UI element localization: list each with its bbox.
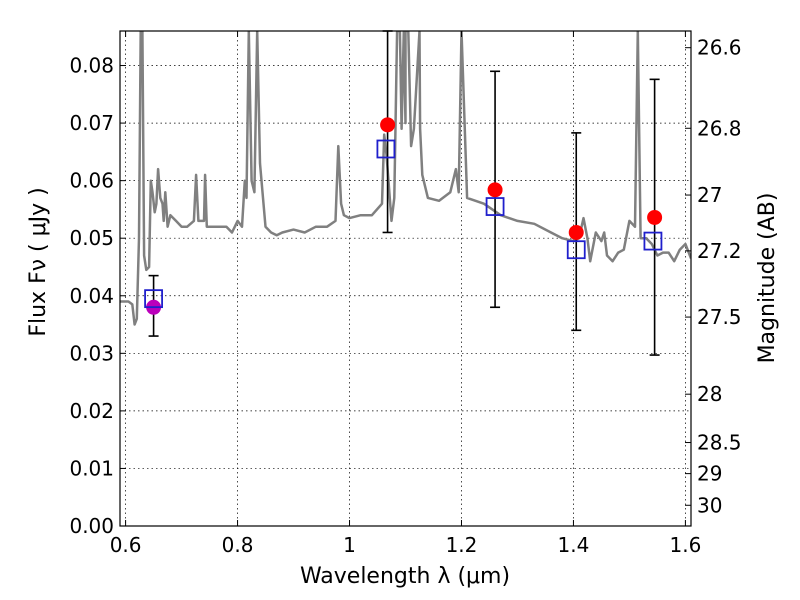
right-tick-label: 28 [697, 382, 722, 406]
right-tick-label: 27.2 [697, 239, 742, 263]
y-tick-label: 0.08 [69, 54, 114, 78]
x-tick-label: 1.6 [669, 533, 701, 557]
right-tick-label: 28.5 [697, 431, 742, 455]
x-tick-label: 0.8 [222, 533, 254, 557]
model-photometry-square [643, 231, 663, 251]
observed-flux-point [487, 182, 503, 198]
right-tick-label: 27 [697, 183, 722, 207]
x-tick-label: 1.4 [558, 533, 590, 557]
x-axis-label: Wavelength λ (μm) [300, 564, 510, 589]
right-tick-label: 26.8 [697, 116, 742, 140]
marker-layer [144, 117, 663, 315]
y-tick-label: 0.05 [69, 226, 114, 250]
observed-flux-point [568, 224, 584, 240]
observed-flux-point [647, 209, 663, 225]
model-photometry-square [376, 139, 396, 159]
y-tick-label: 0.03 [69, 341, 114, 365]
y-tick-label: 0.02 [69, 399, 114, 423]
right-axis-label: Magnitude (AB) [755, 193, 780, 364]
x-tick-label: 1.2 [446, 533, 478, 557]
observed-flux-point [380, 117, 396, 133]
sed-model-line [120, 31, 691, 326]
model-photometry-square [485, 197, 505, 216]
grid [120, 31, 691, 526]
right-tick-label: 26.6 [697, 36, 742, 60]
plot-frame [119, 30, 692, 527]
y-tick-label: 0.01 [69, 456, 114, 480]
tick-layer: 0.6 0.8 1 1.2 1.4 1.6 0.00 0.01 0.02 0.03 0.04 0.05… [69, 31, 742, 557]
y-tick-label: 0.04 [69, 284, 114, 308]
x-tick-label: 0.6 [110, 533, 142, 557]
y-tick-label: 0.06 [69, 169, 114, 193]
sed-model-layer [120, 31, 691, 326]
x-tick-label: 1 [343, 533, 356, 557]
right-tick-label: 27.5 [697, 305, 742, 329]
y-axis-label: Flux Fν ( μJy ) [26, 187, 51, 336]
y-tick-label: 0.00 [69, 514, 114, 538]
model-photometry-square [566, 240, 586, 260]
right-tick-label: 29 [697, 462, 722, 486]
right-tick-label: 30 [697, 493, 722, 517]
y-tick-label: 0.07 [69, 111, 114, 135]
model-photometry-square [144, 289, 163, 309]
